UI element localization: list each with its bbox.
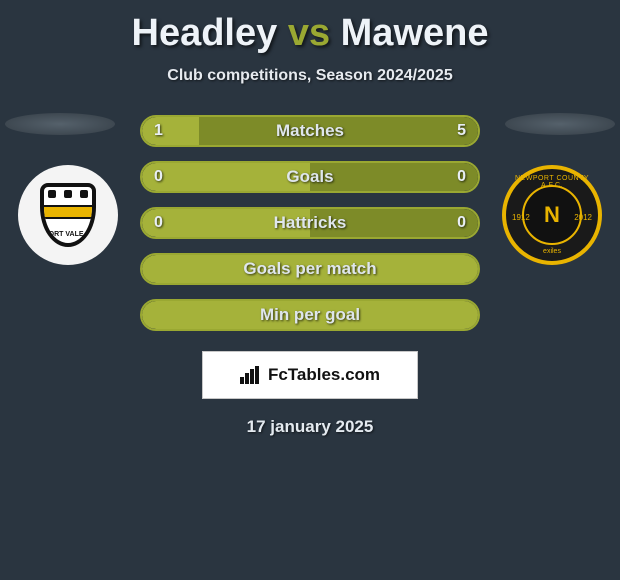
stat-bar: 0 Goals 0 [140, 161, 480, 193]
stat-bar: 0 Hattricks 0 [140, 207, 480, 239]
shadow-ellipse-left [5, 113, 115, 135]
branding-box[interactable]: FcTables.com [202, 351, 418, 399]
stat-value-left: 0 [154, 168, 163, 186]
stat-bar: Goals per match [140, 253, 480, 285]
stat-bar-fill-left [142, 117, 199, 145]
stat-value-left: 0 [154, 214, 163, 232]
crest-right-monogram: N [522, 185, 582, 245]
stat-label: Min per goal [260, 305, 360, 325]
stat-value-right: 5 [457, 122, 466, 140]
comparison-title: Headley vs Mawene [0, 0, 620, 55]
snapshot-date: 17 january 2025 [0, 417, 620, 437]
stat-bar-fill-left [142, 163, 310, 191]
stat-value-right: 0 [457, 214, 466, 232]
shield-icon: PORT VALE F.C. [40, 183, 96, 247]
stat-label: Goals [286, 167, 333, 187]
stat-label: Goals per match [243, 259, 376, 279]
crest-left-label: PORT VALE F.C. [44, 231, 92, 245]
stat-label: Matches [276, 121, 344, 141]
player1-name: Headley [132, 12, 278, 54]
crest-right-top: NEWPORT COUNTY A.F.C. [506, 175, 598, 189]
crest-right-year-left: 1912 [512, 213, 530, 222]
vs-label: vs [288, 12, 330, 54]
stat-bar: Min per goal [140, 299, 480, 331]
stat-bar-fill-right [310, 163, 478, 191]
bars-icon [240, 366, 262, 384]
club-crest-right: NEWPORT COUNTY A.F.C. N 1912 2012 exiles [502, 165, 602, 265]
stat-value-right: 0 [457, 168, 466, 186]
crest-right-year-right: 2012 [574, 213, 592, 222]
shadow-ellipse-right [505, 113, 615, 135]
stat-label: Hattricks [274, 213, 347, 233]
crest-right-bottom: exiles [506, 248, 598, 255]
stat-bars: 1 Matches 5 0 Goals 0 0 Hattricks 0 Goals per mat… [140, 115, 480, 331]
club-crest-left: PORT VALE F.C. [18, 165, 118, 265]
stat-value-left: 1 [154, 122, 163, 140]
branding-text: FcTables.com [268, 365, 380, 385]
subtitle: Club competitions, Season 2024/2025 [0, 67, 620, 85]
comparison-stage: PORT VALE F.C. NEWPORT COUNTY A.F.C. N 1… [0, 115, 620, 331]
player2-name: Mawene [341, 12, 489, 54]
stat-bar: 1 Matches 5 [140, 115, 480, 147]
